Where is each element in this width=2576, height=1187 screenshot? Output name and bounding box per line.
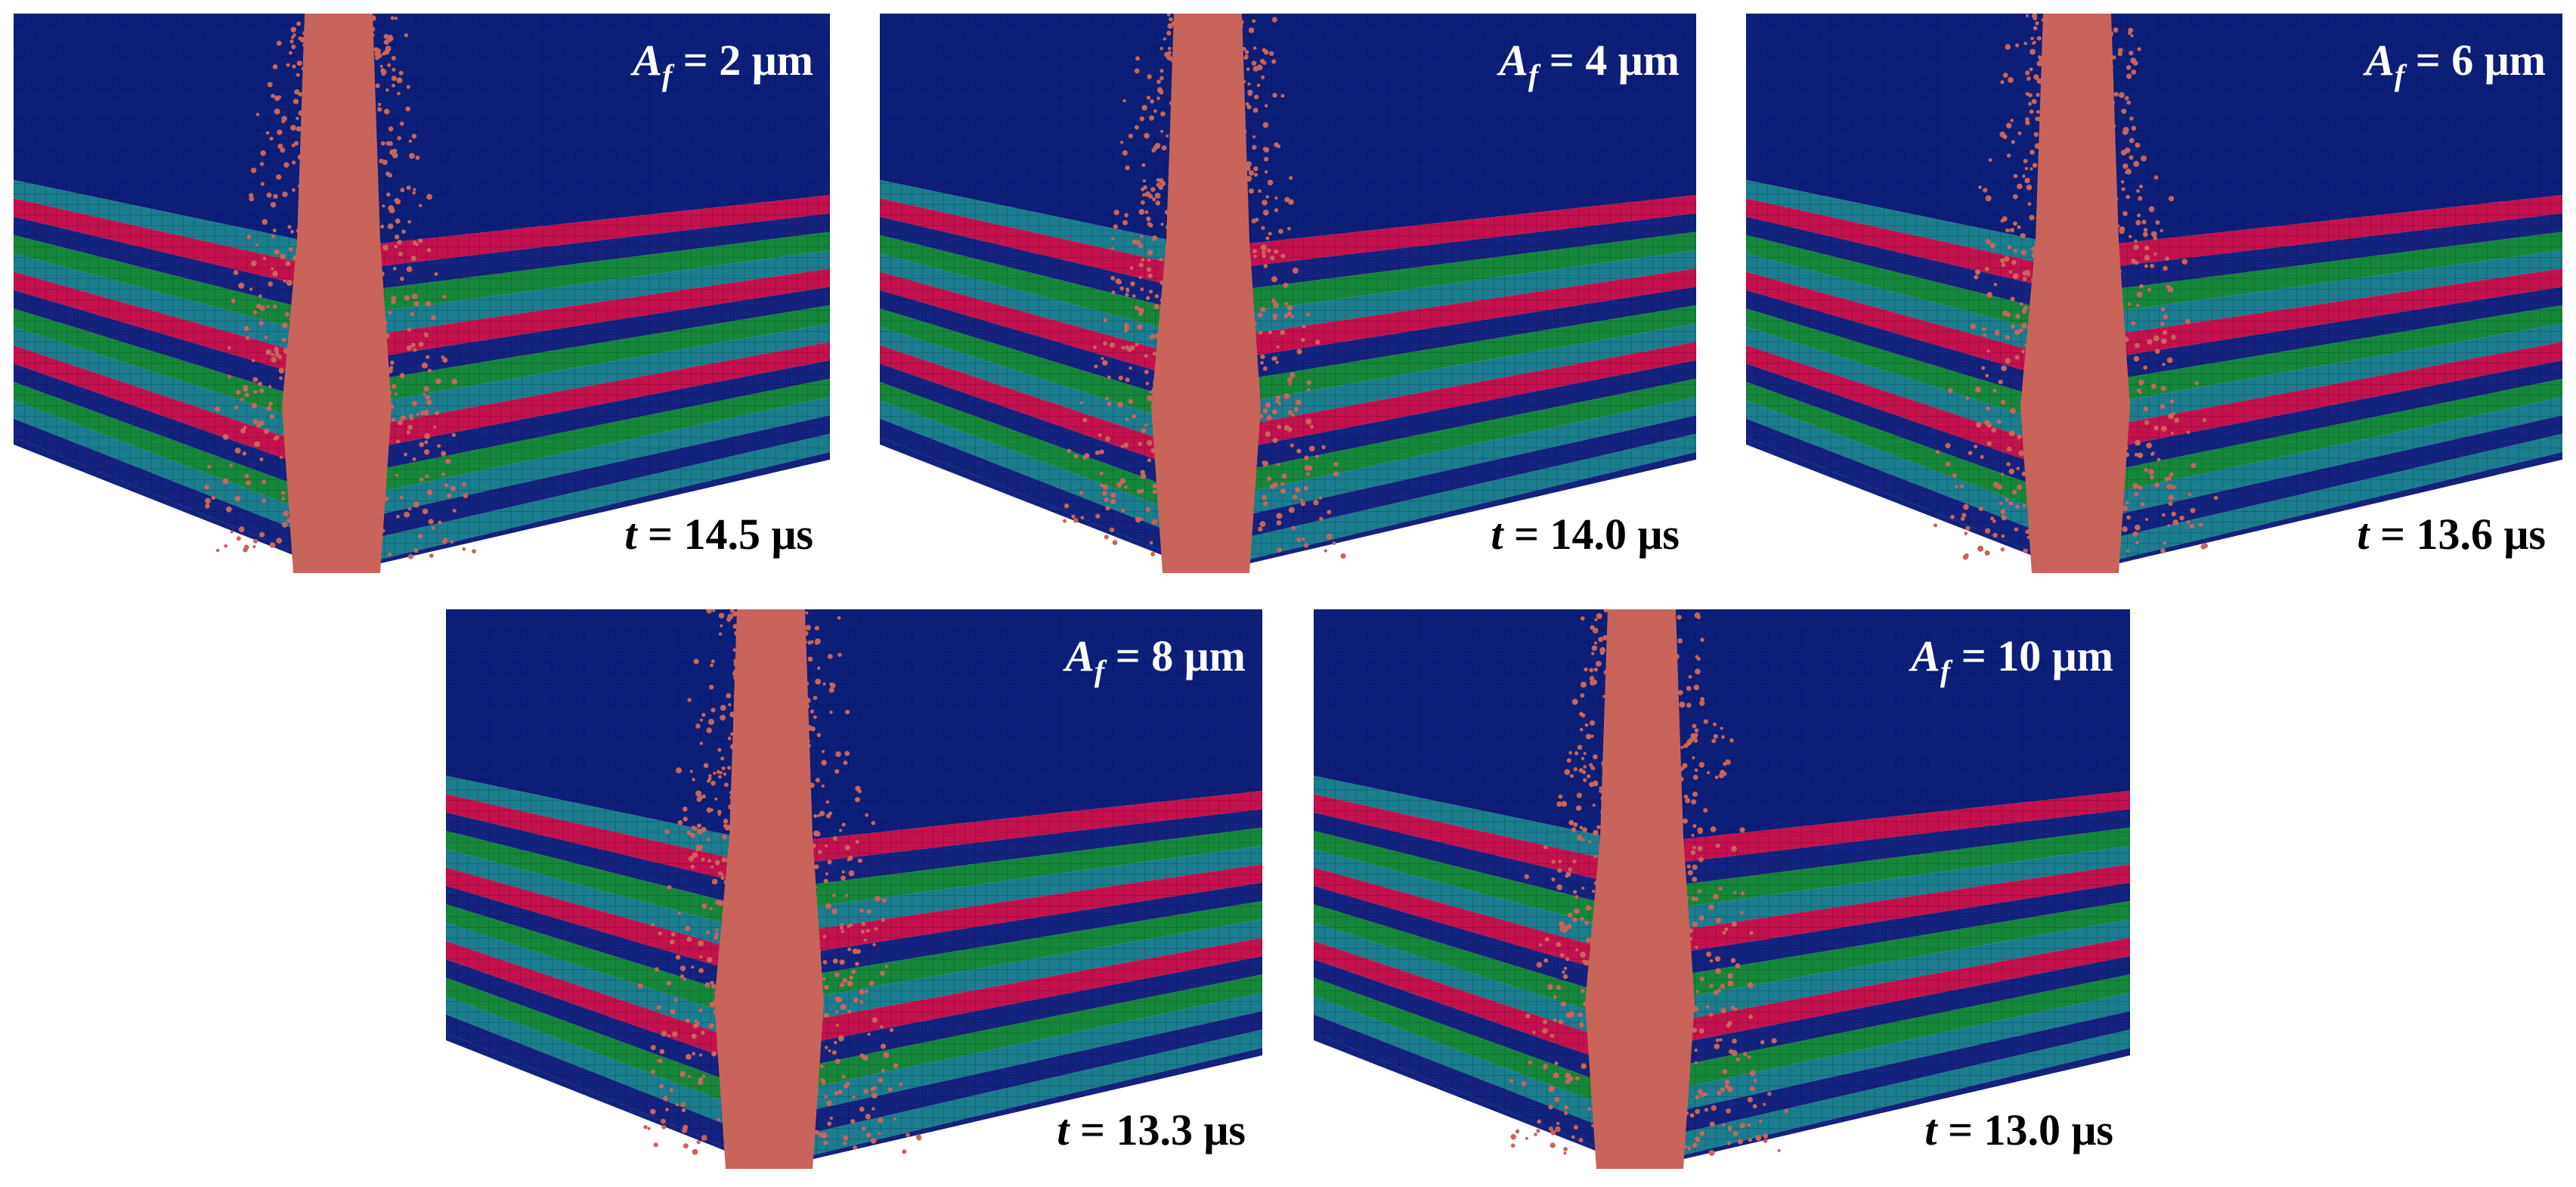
time-label: t = 14.0 μs <box>1491 510 1680 559</box>
simulation-panel-1: Af = 2 μm t = 14.5 μs <box>14 14 830 573</box>
simulation-panel-2: Af = 4 μm t = 14.0 μs <box>880 14 1696 573</box>
impact-simulation-image <box>14 14 830 573</box>
time-label: t = 13.6 μs <box>2357 510 2546 559</box>
time-label: t = 13.0 μs <box>1924 1105 2113 1154</box>
fiber-amplitude-label: Af = 2 μm <box>633 36 813 92</box>
simulation-panel-5: Af = 10 μm t = 13.0 μs <box>1314 609 2130 1169</box>
time-label: t = 13.3 μs <box>1057 1105 1246 1154</box>
impact-simulation-image <box>1314 609 2130 1169</box>
time-label: t = 14.5 μs <box>624 510 813 559</box>
fiber-amplitude-label: Af = 8 μm <box>1065 631 1246 688</box>
simulation-panel-3: Af = 6 μm t = 13.6 μs <box>1746 14 2562 573</box>
fiber-amplitude-label: Af = 4 μm <box>1499 36 1680 92</box>
simulation-panel-4: Af = 8 μm t = 13.3 μs <box>446 609 1262 1169</box>
impact-simulation-image <box>446 609 1262 1169</box>
fiber-amplitude-label: Af = 6 μm <box>2365 36 2546 92</box>
impact-simulation-image <box>1746 14 2562 573</box>
fiber-amplitude-label: Af = 10 μm <box>1911 631 2113 688</box>
impact-simulation-image <box>880 14 1696 573</box>
